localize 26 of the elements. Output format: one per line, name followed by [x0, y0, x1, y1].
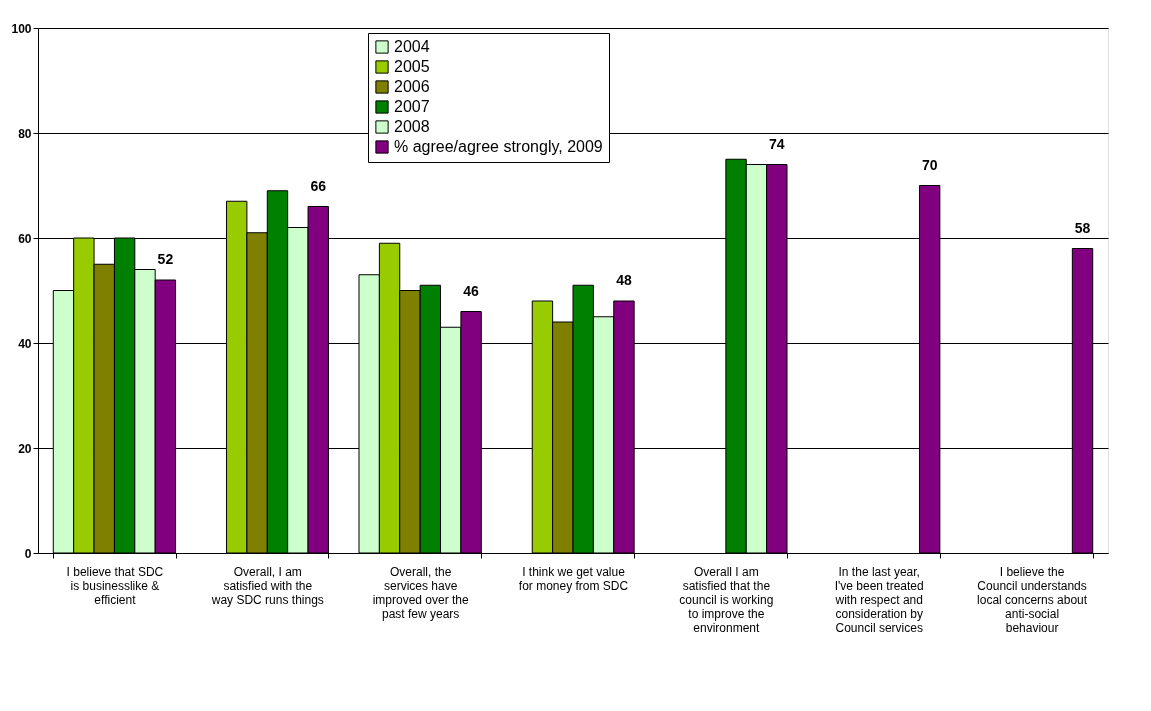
legend-label: % agree/agree strongly, 2009 — [394, 138, 603, 155]
legend-label: 2007 — [394, 98, 430, 115]
x-tick-label: Overall, the services have improved over the past few years — [372, 564, 469, 621]
x-tick-label: Overall, I am satisfied with the way SDC runs things — [210, 564, 324, 607]
data-label: 46 — [463, 282, 480, 299]
x-tick-label: In the last year, I've been treated with respect and consideration by Council services — [834, 564, 924, 635]
y-tick-label: 0 — [24, 546, 32, 561]
legend-label: 2008 — [394, 118, 430, 135]
data-label: 74 — [769, 135, 785, 152]
data-label: 58 — [1074, 219, 1091, 236]
data-label: 48 — [616, 272, 632, 288]
data-label: 70 — [921, 156, 938, 173]
y-tick-label: 20 — [18, 441, 32, 456]
legend-label: 2005 — [394, 58, 430, 75]
y-tick-label: 40 — [18, 336, 32, 351]
x-tick-label: I believe that SDC is businesslike & efficient — [66, 564, 164, 607]
x-tick-label: I believe the Council understands local concerns about anti-social behaviour — [977, 564, 1088, 635]
data-label: 66 — [310, 177, 327, 194]
y-tick-label: 80 — [18, 126, 32, 141]
x-tick-label: I think we get value for money from SDC — [518, 564, 629, 593]
y-tick-label: 100 — [11, 21, 32, 36]
y-tick-label: 60 — [18, 231, 32, 246]
data-label: 52 — [157, 251, 174, 267]
legend-label: 2006 — [394, 78, 430, 95]
legend-label: 2004 — [394, 38, 430, 55]
x-tick-label: Overall I am satisfied that the council is working to improve the environment — [679, 564, 774, 635]
